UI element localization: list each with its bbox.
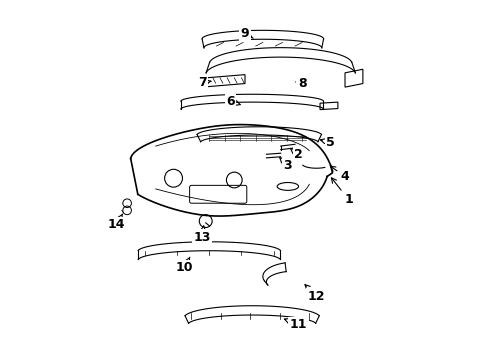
Text: 10: 10 xyxy=(175,257,193,274)
Text: 5: 5 xyxy=(320,136,335,149)
Text: 14: 14 xyxy=(108,214,125,231)
Text: 13: 13 xyxy=(194,226,211,244)
Text: 9: 9 xyxy=(241,27,253,40)
Text: 12: 12 xyxy=(305,285,325,303)
Text: 1: 1 xyxy=(331,178,353,206)
Text: 11: 11 xyxy=(285,318,307,331)
Text: 4: 4 xyxy=(330,166,349,183)
Text: 6: 6 xyxy=(226,95,240,108)
Text: 3: 3 xyxy=(280,158,292,172)
Text: 7: 7 xyxy=(198,76,211,89)
Text: 2: 2 xyxy=(291,148,303,162)
Text: 8: 8 xyxy=(296,77,306,90)
